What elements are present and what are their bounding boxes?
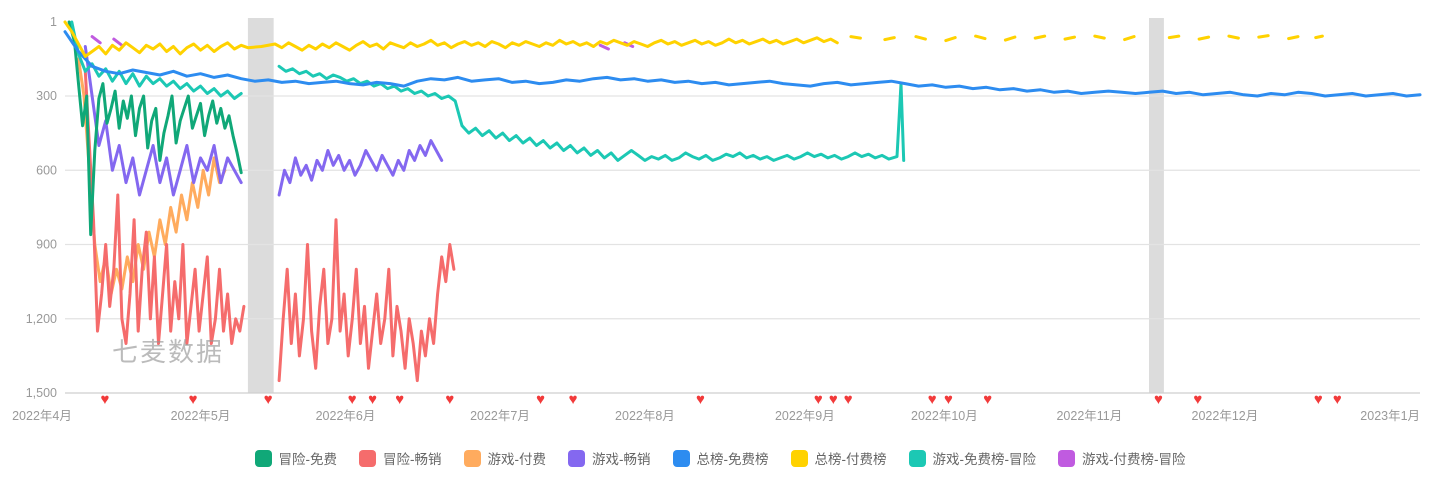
legend-swatch	[359, 449, 376, 467]
legend-label: 冒险-畅销	[383, 452, 442, 467]
legend-item-7[interactable]: 游戏-付费榜-冒险	[1058, 448, 1186, 468]
series-line-5[interactable]	[63, 20, 839, 58]
update-marker[interactable]: ♥	[264, 391, 273, 408]
y-tick-label: 900	[36, 238, 57, 252]
legend-label: 游戏-免费榜-冒险	[932, 452, 1037, 467]
series-line-5[interactable]	[1123, 35, 1136, 42]
series-line-0[interactable]	[67, 20, 243, 237]
y-tick-label: 1	[50, 15, 57, 29]
legend-item-0[interactable]: 冒险-免费	[254, 448, 338, 468]
update-marker[interactable]: ♥	[445, 391, 454, 408]
update-marker[interactable]: ♥	[536, 391, 545, 408]
series-line-5[interactable]	[1227, 34, 1240, 40]
update-marker[interactable]: ♥	[1314, 391, 1323, 408]
offline-band	[1149, 18, 1164, 393]
update-marker[interactable]: ♥	[844, 391, 853, 408]
series-line-5[interactable]	[1167, 34, 1181, 40]
legend-item-4[interactable]: 总榜-免费榜	[672, 448, 769, 468]
series-line-5[interactable]	[883, 36, 896, 42]
series-line-1[interactable]	[277, 218, 456, 383]
x-tick-label: 2022年9月	[775, 409, 835, 423]
legend-label: 总榜-付费榜	[814, 452, 887, 467]
update-marker[interactable]: ♥	[395, 391, 404, 408]
y-tick-label: 300	[36, 89, 57, 103]
update-marker[interactable]: ♥	[814, 391, 823, 408]
legend-label: 总榜-免费榜	[696, 452, 769, 467]
update-marker[interactable]: ♥	[928, 391, 937, 408]
legend-label: 游戏-付费	[487, 452, 547, 467]
legend-item-6[interactable]: 游戏-免费榜-冒险	[908, 448, 1037, 468]
legend-label: 游戏-付费榜-冒险	[1082, 452, 1186, 467]
update-marker[interactable]: ♥	[696, 391, 705, 408]
update-marker[interactable]: ♥	[1154, 391, 1163, 408]
series-line-7[interactable]	[112, 37, 124, 47]
x-tick-label: 2022年12月	[1192, 409, 1259, 423]
series-line-4[interactable]	[63, 30, 1422, 98]
legend-item-3[interactable]: 游戏-畅销	[568, 448, 651, 468]
update-marker[interactable]: ♥	[348, 391, 357, 408]
update-marker[interactable]: ♥	[1333, 391, 1342, 408]
series-line-5[interactable]	[1003, 35, 1017, 42]
series-line-3[interactable]	[277, 139, 444, 197]
legend-swatch	[908, 449, 926, 467]
series-line-5[interactable]	[914, 35, 927, 41]
series-line-3[interactable]	[83, 45, 243, 197]
series-line-1[interactable]	[83, 69, 246, 345]
series-line-5[interactable]	[1197, 35, 1211, 41]
y-tick-label: 1,200	[26, 312, 57, 326]
legend-item-5[interactable]: 总榜-付费榜	[790, 448, 887, 468]
x-tick-label: 2022年6月	[316, 409, 376, 423]
series-line-7[interactable]	[598, 43, 610, 51]
series-line-5[interactable]	[974, 34, 987, 41]
update-marker[interactable]: ♥	[368, 391, 377, 408]
update-marker[interactable]: ♥	[944, 391, 953, 408]
series-line-6[interactable]	[277, 64, 906, 162]
update-marker[interactable]: ♥	[1193, 391, 1202, 408]
x-tick-label: 2022年4月	[12, 409, 72, 423]
series-line-5[interactable]	[1063, 35, 1076, 41]
update-marker[interactable]: ♥	[569, 391, 578, 408]
series-line-5[interactable]	[1033, 34, 1047, 40]
x-tick-label: 2022年8月	[615, 409, 675, 423]
update-marker[interactable]: ♥	[983, 391, 992, 408]
legend-item-1[interactable]: 冒险-畅销	[359, 448, 442, 468]
chart-legend: 冒险-免费 冒险-畅销 游戏-付费 游戏-畅销 总榜-免费榜 总榜-付费榜 游戏-免费榜-冒…	[0, 448, 1440, 468]
x-tick-label: 2022年5月	[171, 409, 231, 423]
series-line-5[interactable]	[1287, 35, 1300, 41]
series-line-5[interactable]	[944, 36, 957, 43]
series-line-5[interactable]	[1257, 34, 1270, 39]
x-tick-label: 2022年10月	[911, 409, 978, 423]
series-line-5[interactable]	[849, 35, 862, 40]
series-line-7[interactable]	[90, 35, 102, 45]
rank-trend-chart: 1 300 600 900 1,200 1,500 ♥ ♥ ♥ ♥ ♥ ♥ ♥ ♥ ♥ ♥ ♥ ♥ ♥ ♥ ♥ ♥ ♥ ♥ ♥ ♥…	[12, 15, 1422, 423]
y-tick-label: 1,500	[26, 386, 57, 400]
legend-swatch	[1058, 449, 1075, 467]
x-tick-label: 2022年7月	[470, 409, 530, 423]
series-line-5[interactable]	[1093, 34, 1106, 40]
update-marker[interactable]: ♥	[189, 391, 198, 408]
y-tick-label: 600	[36, 163, 57, 177]
legend-label: 游戏-畅销	[592, 452, 651, 467]
legend-swatch	[568, 449, 585, 467]
legend-swatch	[672, 449, 690, 467]
series-line-5[interactable]	[1314, 34, 1324, 40]
update-marker[interactable]: ♥	[101, 391, 110, 408]
legend-swatch	[463, 449, 481, 467]
update-marker[interactable]: ♥	[829, 391, 838, 408]
legend-item-2[interactable]: 游戏-付费	[463, 448, 547, 468]
legend-label: 冒险-免费	[278, 452, 338, 467]
series-line-6[interactable]	[70, 20, 243, 100]
x-tick-label: 2023年1月	[1360, 409, 1420, 423]
legend-swatch	[254, 449, 272, 467]
x-tick-label: 2022年11月	[1056, 409, 1122, 423]
offline-band	[247, 18, 274, 393]
legend-swatch	[790, 449, 808, 467]
